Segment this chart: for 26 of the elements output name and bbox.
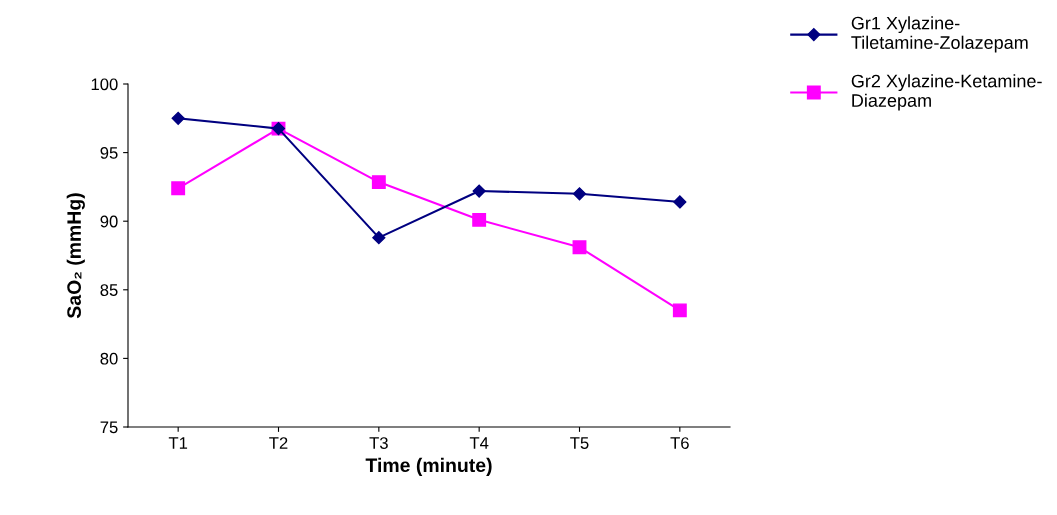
- point: [572, 187, 587, 201]
- x-tick-label: T1: [168, 437, 188, 449]
- legend-label: Gr1 Xylazine- Tiletamine-Zolazepam: [851, 16, 1028, 53]
- y-tick-label: 85: [100, 284, 118, 296]
- point: [372, 231, 386, 245]
- point: [673, 195, 687, 209]
- y-tick-label: 75: [100, 421, 118, 434]
- y-tick-label: 95: [100, 147, 118, 159]
- point: [371, 175, 386, 190]
- y-tick-label: 90: [100, 215, 118, 228]
- point: [572, 240, 587, 255]
- y-axis-title: SaO₂ (mmHg): [66, 193, 85, 319]
- point: [672, 303, 687, 318]
- x-tick-label: T6: [670, 437, 689, 449]
- y-tick-label: 80: [100, 352, 118, 365]
- x-tick-label: T2: [269, 437, 288, 449]
- x-axis-title: Time (minute): [365, 457, 492, 476]
- point: [171, 181, 186, 196]
- point: [472, 212, 487, 227]
- point: [171, 111, 185, 125]
- x-tick-label: T5: [570, 437, 589, 449]
- y-tick-label: 100: [91, 78, 118, 91]
- x-tick-label: T3: [369, 437, 388, 449]
- x-tick-label: T4: [469, 437, 489, 449]
- legend-label: Gr2 Xylazine-Ketamine- Diazepam: [851, 74, 1042, 111]
- point: [472, 184, 486, 198]
